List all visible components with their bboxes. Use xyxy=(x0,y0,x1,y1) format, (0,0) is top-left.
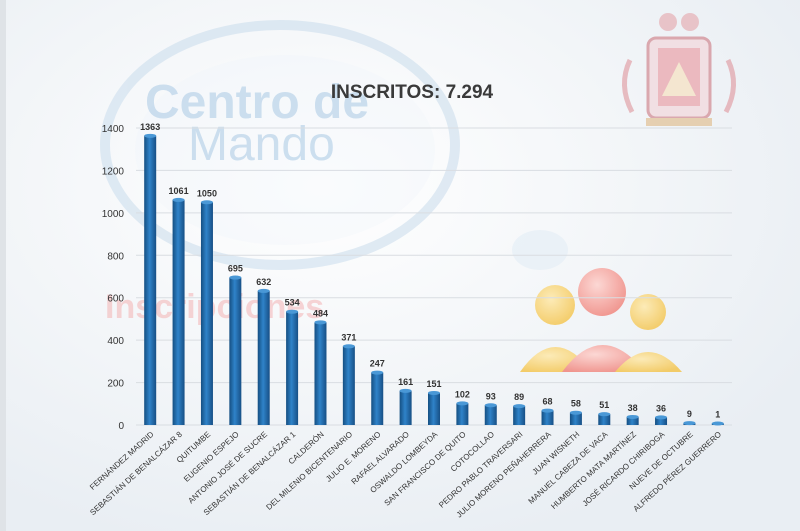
bar-top xyxy=(513,404,526,409)
bar xyxy=(541,410,554,425)
bar-top xyxy=(257,288,270,293)
bar-top xyxy=(484,403,497,408)
data-label: 161 xyxy=(398,377,413,387)
bar xyxy=(428,392,440,425)
bar xyxy=(484,405,497,425)
bar xyxy=(399,390,412,425)
bar xyxy=(172,199,185,425)
y-tick-label: 1200 xyxy=(102,166,125,177)
bars xyxy=(144,133,724,426)
data-label: 247 xyxy=(370,359,385,369)
bar-top xyxy=(626,414,639,419)
data-label: 534 xyxy=(285,298,300,308)
data-label: 1363 xyxy=(140,122,160,132)
bar xyxy=(144,135,157,425)
bar xyxy=(655,417,668,425)
bar-top xyxy=(144,133,157,138)
bar-top xyxy=(456,401,469,406)
bar-top xyxy=(200,200,213,205)
watermark-title-line2: Mando xyxy=(188,118,335,171)
bar xyxy=(456,403,469,425)
bar xyxy=(598,414,611,425)
bar xyxy=(286,311,299,425)
data-label: 36 xyxy=(656,403,666,413)
bar-top xyxy=(428,390,440,395)
bar-top xyxy=(399,388,412,393)
bar xyxy=(626,416,639,425)
y-tick-label: 0 xyxy=(118,421,124,432)
y-tick-label: 1000 xyxy=(102,209,125,220)
y-tick-label: 600 xyxy=(107,294,124,305)
watermark-title-line1: Centro de xyxy=(145,76,369,129)
bar-top xyxy=(371,370,384,375)
bar-top xyxy=(711,421,724,426)
bar xyxy=(342,346,355,425)
data-label: 68 xyxy=(543,397,553,407)
data-label: 93 xyxy=(486,391,496,401)
bar-top xyxy=(655,415,668,420)
bar-top xyxy=(569,410,582,415)
data-label: 38 xyxy=(628,403,638,413)
bar xyxy=(513,406,526,425)
y-tick-label: 200 xyxy=(107,379,124,390)
bar-top xyxy=(541,408,554,413)
data-label: 102 xyxy=(455,389,470,399)
bar-top xyxy=(172,197,185,202)
data-label: 484 xyxy=(313,308,328,318)
coat-of-arms-icon xyxy=(622,13,736,126)
people-icon xyxy=(520,268,682,372)
bar xyxy=(569,412,582,425)
bar xyxy=(200,202,213,425)
bar-top xyxy=(314,320,327,325)
data-label: 632 xyxy=(256,277,271,287)
data-label: 1 xyxy=(715,410,720,420)
bar xyxy=(229,277,242,425)
data-label: 51 xyxy=(599,400,609,410)
y-axis-ticks: 0 200 400 600 800 1000 1200 1400 xyxy=(102,124,125,432)
bar-top xyxy=(229,275,242,280)
data-label: 1050 xyxy=(197,188,217,198)
y-tick-label: 400 xyxy=(107,336,124,347)
y-tick-label: 800 xyxy=(107,251,124,262)
y-tick-label: 1400 xyxy=(102,124,125,135)
data-label: 9 xyxy=(687,409,692,419)
data-label: 1061 xyxy=(169,186,189,196)
bar-top xyxy=(598,412,611,417)
data-label: 58 xyxy=(571,399,581,409)
bar xyxy=(257,290,270,425)
data-label: 151 xyxy=(426,379,441,389)
watermark-decoration xyxy=(100,20,568,270)
bar-top xyxy=(342,344,355,349)
chart-title: INSCRITOS: 7.294 xyxy=(331,82,494,103)
bar-top xyxy=(683,421,696,426)
bar xyxy=(371,372,384,425)
bar xyxy=(314,322,327,425)
data-label: 89 xyxy=(514,392,524,402)
bar-top xyxy=(286,309,299,314)
data-label: 695 xyxy=(228,264,243,274)
data-label: 371 xyxy=(341,332,356,342)
